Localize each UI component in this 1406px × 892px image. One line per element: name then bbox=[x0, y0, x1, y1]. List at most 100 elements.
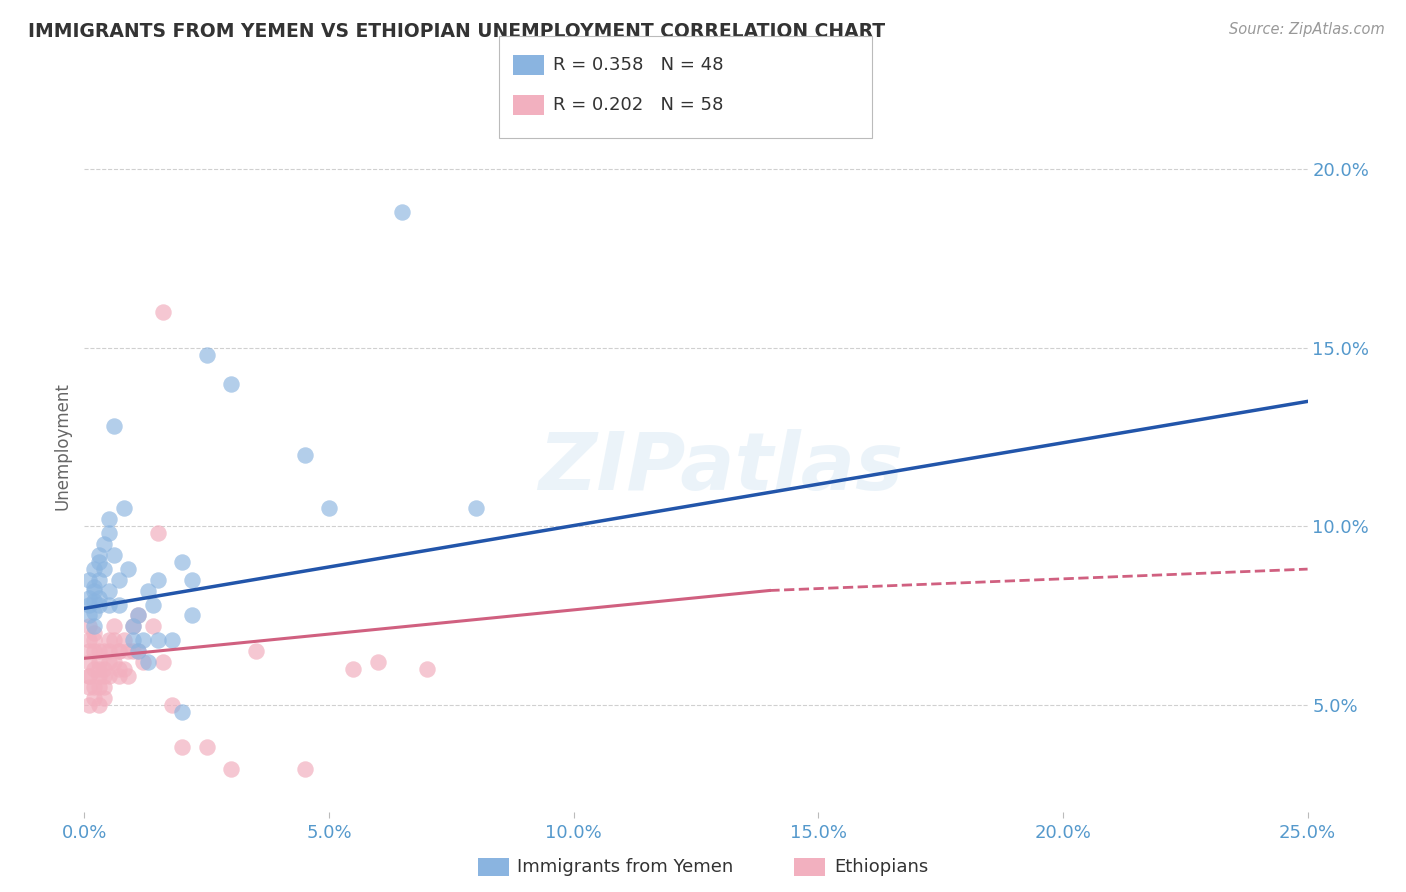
Point bbox=[195, 740, 218, 755]
Point bbox=[127, 608, 149, 623]
Point bbox=[87, 548, 110, 562]
Point bbox=[112, 633, 135, 648]
Point bbox=[181, 608, 204, 623]
Point bbox=[127, 608, 149, 623]
Point bbox=[77, 598, 100, 612]
Point bbox=[87, 655, 110, 669]
Point bbox=[83, 580, 105, 594]
Point bbox=[122, 644, 145, 658]
Point bbox=[87, 644, 110, 658]
Point bbox=[87, 680, 110, 694]
Text: Ethiopians: Ethiopians bbox=[834, 858, 928, 876]
Point bbox=[103, 619, 125, 633]
Point bbox=[83, 690, 105, 705]
Point bbox=[87, 662, 110, 676]
Point bbox=[219, 376, 242, 391]
Point bbox=[77, 591, 100, 605]
Point bbox=[103, 655, 125, 669]
Point bbox=[342, 662, 364, 676]
Point bbox=[162, 633, 184, 648]
Point bbox=[127, 644, 149, 658]
Point bbox=[97, 598, 120, 612]
Text: ZIPatlas: ZIPatlas bbox=[538, 429, 903, 507]
Point bbox=[142, 598, 165, 612]
Point bbox=[107, 573, 129, 587]
Point bbox=[112, 662, 135, 676]
Point bbox=[107, 669, 129, 683]
Point bbox=[117, 644, 139, 658]
Point bbox=[83, 605, 105, 619]
Point bbox=[77, 698, 100, 712]
Point bbox=[464, 501, 486, 516]
Point bbox=[83, 680, 105, 694]
Point bbox=[122, 619, 145, 633]
Point bbox=[391, 205, 413, 219]
Point bbox=[122, 633, 145, 648]
Point bbox=[136, 655, 159, 669]
Point bbox=[87, 698, 110, 712]
Point bbox=[367, 655, 389, 669]
Point bbox=[77, 669, 100, 683]
Text: Immigrants from Yemen: Immigrants from Yemen bbox=[517, 858, 734, 876]
Text: R = 0.358   N = 48: R = 0.358 N = 48 bbox=[553, 56, 723, 74]
Point bbox=[97, 633, 120, 648]
Point bbox=[117, 669, 139, 683]
Point bbox=[83, 594, 105, 608]
Point bbox=[83, 583, 105, 598]
Point bbox=[146, 526, 169, 541]
Point bbox=[107, 598, 129, 612]
Point bbox=[127, 644, 149, 658]
Point bbox=[77, 573, 100, 587]
Point bbox=[83, 644, 105, 658]
Point bbox=[103, 633, 125, 648]
Point bbox=[77, 644, 100, 658]
Point bbox=[93, 562, 115, 576]
Point bbox=[77, 669, 100, 683]
Point bbox=[146, 633, 169, 648]
Point bbox=[93, 537, 115, 551]
Point bbox=[181, 573, 204, 587]
Point bbox=[112, 501, 135, 516]
Text: R = 0.202   N = 58: R = 0.202 N = 58 bbox=[553, 96, 723, 114]
Point bbox=[103, 548, 125, 562]
Point bbox=[77, 619, 100, 633]
Point bbox=[136, 583, 159, 598]
Point bbox=[97, 512, 120, 526]
Point bbox=[87, 591, 110, 605]
Point bbox=[245, 644, 267, 658]
Point bbox=[172, 705, 194, 719]
Point bbox=[152, 305, 174, 319]
Point bbox=[93, 680, 115, 694]
Point bbox=[77, 655, 100, 669]
Point bbox=[87, 573, 110, 587]
Point bbox=[107, 644, 129, 658]
Point bbox=[172, 740, 194, 755]
Point bbox=[83, 562, 105, 576]
Point bbox=[162, 698, 184, 712]
Point bbox=[416, 662, 439, 676]
Point bbox=[172, 555, 194, 569]
Point bbox=[195, 348, 218, 362]
Y-axis label: Unemployment: Unemployment bbox=[53, 382, 72, 510]
Point bbox=[83, 619, 105, 633]
Point bbox=[93, 669, 115, 683]
Text: IMMIGRANTS FROM YEMEN VS ETHIOPIAN UNEMPLOYMENT CORRELATION CHART: IMMIGRANTS FROM YEMEN VS ETHIOPIAN UNEMP… bbox=[28, 22, 886, 41]
Point bbox=[117, 562, 139, 576]
Point bbox=[97, 644, 120, 658]
Point bbox=[97, 655, 120, 669]
Point bbox=[77, 680, 100, 694]
Point bbox=[83, 633, 105, 648]
Point bbox=[97, 526, 120, 541]
Point bbox=[93, 644, 115, 658]
Point bbox=[294, 762, 316, 776]
Point bbox=[219, 762, 242, 776]
Point bbox=[107, 644, 129, 658]
Point bbox=[77, 633, 100, 648]
Point bbox=[87, 555, 110, 569]
Point bbox=[93, 690, 115, 705]
Point bbox=[97, 669, 120, 683]
Point bbox=[294, 448, 316, 462]
Point bbox=[83, 662, 105, 676]
Point bbox=[87, 598, 110, 612]
Point bbox=[318, 501, 340, 516]
